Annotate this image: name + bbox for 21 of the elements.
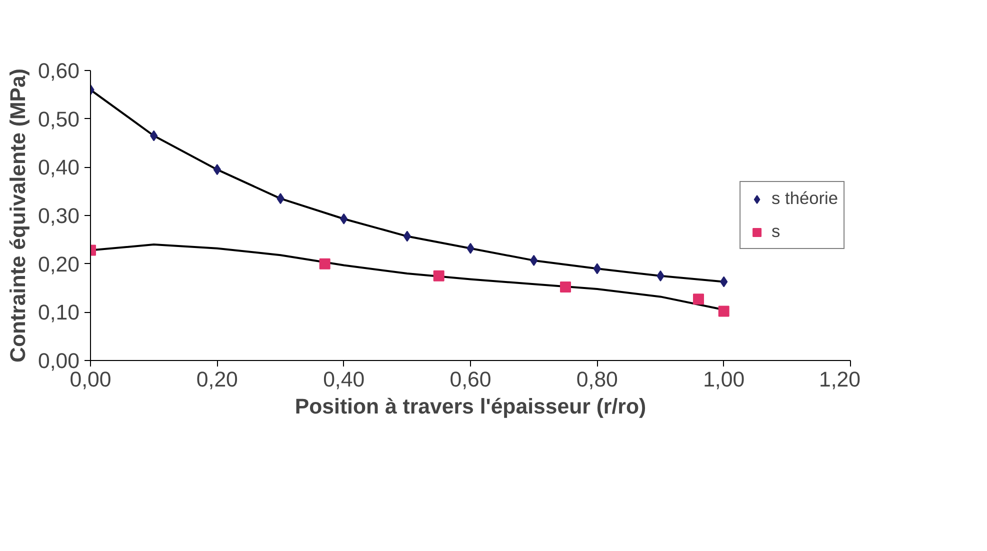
point <box>319 258 330 270</box>
x-tick-label: 1,00 <box>703 368 745 392</box>
legend-label: s <box>772 221 782 242</box>
y-tick-label: 0,10 <box>38 300 80 325</box>
x-axis-title: Position à travers l'épaisseur (r/ro) <box>294 394 646 418</box>
y-tick-label: 0,40 <box>38 156 80 180</box>
y-tick-label: 0,20 <box>38 252 80 276</box>
y-axis-title: Contrainte équivalente (MPa) <box>6 68 30 362</box>
y-tick-label: 0,30 <box>38 204 80 228</box>
x-tick-label: 0,40 <box>323 368 365 392</box>
x-tick-label: 0,20 <box>196 368 238 392</box>
point <box>433 270 444 282</box>
x-tick-label: 1,20 <box>818 368 861 392</box>
point <box>560 282 571 293</box>
y-tick-label: 0,60 <box>38 59 80 83</box>
x-tick-label: 0,60 <box>450 368 492 392</box>
y-tick-label: 0,50 <box>38 107 80 132</box>
x-tick-label: 0,80 <box>576 368 618 392</box>
point <box>693 294 704 305</box>
legend-label: s théorie <box>772 188 838 209</box>
point <box>718 306 730 317</box>
